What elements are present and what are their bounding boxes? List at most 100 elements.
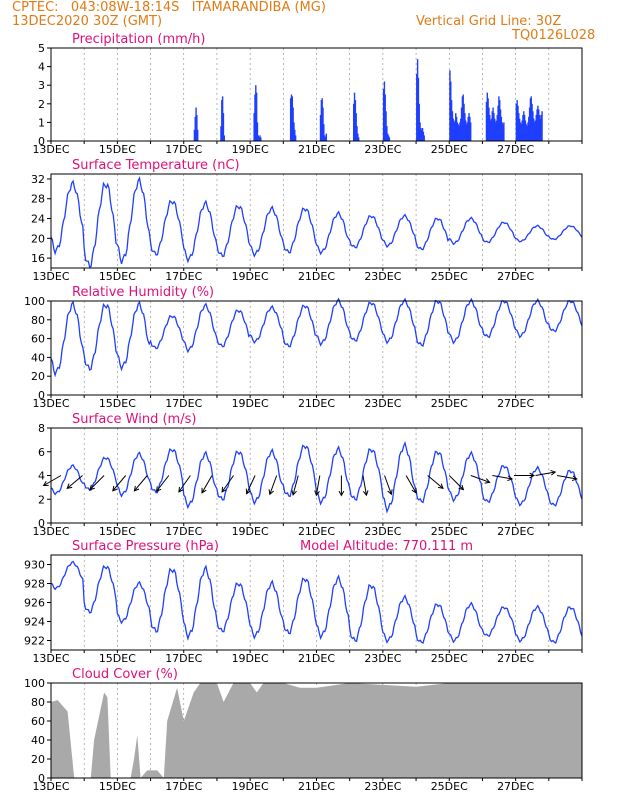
model-id: TQ0126L028 [512, 28, 596, 43]
wind-vector-head [268, 489, 274, 496]
precip-bar [457, 124, 459, 141]
panel-3-title: Relative Humidity (%) [72, 285, 214, 300]
wind-vector-head [221, 486, 227, 493]
precip-bar [541, 111, 543, 141]
precip-bar [495, 120, 498, 141]
panel-6-xtick-label: 25DEC [431, 780, 468, 793]
wind-vector-head [201, 487, 207, 494]
panel-3-xtick-label: 13DEC [32, 397, 69, 410]
panel-6-xtick-label: 15DEC [99, 780, 136, 793]
precip-bar [257, 135, 259, 141]
precip-bar [322, 107, 324, 141]
panel-3-ytick-label: 40 [31, 351, 45, 364]
precip-bar [221, 96, 224, 141]
precip-bar [522, 114, 524, 141]
panel-3-xtick-label: 23DEC [364, 397, 401, 410]
precip-bar [416, 74, 418, 141]
precip-bar [388, 137, 391, 141]
precip-bar [255, 85, 257, 141]
precip-bar [384, 94, 386, 141]
panel-6-xtick-label: 13DEC [32, 780, 69, 793]
wind-vector-head [314, 490, 320, 497]
wind-vector [178, 475, 191, 493]
precip-bar [294, 135, 297, 141]
wind-vector-head [529, 472, 536, 479]
panel-3-series-line [50, 297, 583, 378]
precip-bar [253, 113, 255, 141]
panel-6-ytick-label: 80 [31, 696, 45, 709]
precip-bar [540, 114, 542, 141]
wind-vector-head [437, 483, 444, 490]
wind-vector [134, 475, 148, 492]
precip-bar [420, 127, 422, 141]
precip-bar [459, 122, 461, 141]
precip-bar [356, 126, 358, 141]
panel-4-xtick-label: 23DEC [364, 525, 401, 538]
panel-5-xtick-label: 17DEC [165, 652, 202, 665]
precip-bar [324, 137, 327, 141]
precip-bar [460, 107, 463, 141]
precip-bar [455, 113, 457, 141]
precip-bar [292, 107, 294, 141]
precip-bar [500, 116, 503, 141]
panel-5-xtick-label: 27DEC [497, 652, 534, 665]
cloud-area [51, 683, 582, 778]
precip-bar [502, 124, 504, 141]
wind-vector-head [362, 490, 369, 497]
panel-4-ytick-label: 0 [38, 517, 45, 530]
precip-bar [357, 133, 359, 141]
panel-5-ytick-label: 930 [24, 559, 45, 572]
panel-2-ytick-label: 24 [31, 213, 45, 226]
panel-2-xtick-label: 21DEC [298, 270, 335, 283]
wind-vector [492, 475, 513, 480]
precip-bar [503, 122, 505, 141]
precip-bar [387, 135, 390, 141]
panel-1-title: Precipitation (mm/h) [72, 32, 205, 47]
wind-vector-head [484, 478, 491, 484]
station-info: CPTEC: 043:08W-18:14S ITAMARANDIBA (MG) [12, 0, 326, 15]
precip-bar [527, 122, 529, 141]
precip-bar [417, 77, 420, 141]
precip-bar [526, 126, 528, 141]
panel-4-xtick-label: 25DEC [431, 525, 468, 538]
precip-bar [220, 126, 222, 141]
precip-bar [386, 126, 388, 141]
precip-bar [382, 88, 385, 141]
precip-bar [461, 96, 464, 141]
precip-bar [320, 100, 323, 141]
wind-vector-head [66, 483, 73, 490]
precip-bar [533, 118, 535, 141]
precip-bar [319, 114, 322, 141]
panel-3-ytick-label: 100 [24, 295, 45, 308]
panel-2-xtick-label: 17DEC [165, 270, 202, 283]
panel-6-xtick-label: 19DEC [232, 780, 269, 793]
precip-bar [416, 59, 419, 141]
panel-3-xtick-label: 15DEC [99, 397, 136, 410]
precip-bar [468, 113, 470, 141]
panel-5-ytick-label: 922 [24, 635, 45, 648]
panel-5-ytick-label: 924 [24, 616, 45, 629]
wind-vector [43, 475, 62, 486]
precip-bar [535, 114, 537, 141]
precip-bar [489, 120, 492, 141]
panel-4-ytick-label: 4 [38, 470, 45, 483]
precip-bar [497, 105, 499, 141]
precip-bar [499, 100, 501, 141]
panel-1-ytick-label: 5 [38, 42, 45, 55]
panel-6-xtick-label: 27DEC [497, 780, 534, 793]
precip-bar [323, 135, 326, 141]
panel-6-ytick-label: 0 [38, 772, 45, 785]
precip-bar [354, 100, 357, 141]
panel-6-ytick-label: 40 [31, 734, 45, 747]
precip-bar [462, 94, 464, 141]
panel-5-xtick-label: 21DEC [298, 652, 335, 665]
wind-vector-head [178, 486, 184, 493]
panel-1-xtick-label: 21DEC [298, 143, 335, 156]
precip-bar [353, 103, 355, 141]
precip-bar [456, 122, 459, 141]
grid-line-note: Vertical Grid Line: 30Z [416, 14, 562, 29]
precip-bar [196, 114, 198, 141]
wind-vector-head [112, 485, 118, 492]
panel-4-xtick-label: 15DEC [99, 525, 136, 538]
wind-vector [112, 475, 127, 492]
